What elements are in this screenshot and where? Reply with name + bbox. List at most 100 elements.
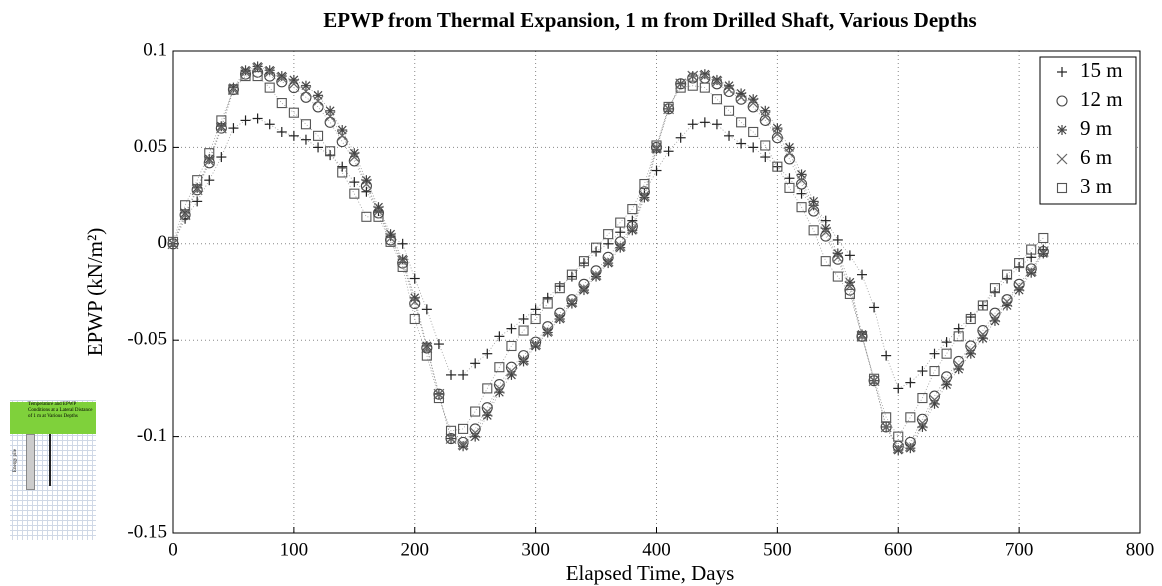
inset-pile — [26, 434, 35, 490]
marker-stroke — [1014, 285, 1024, 295]
marker — [808, 225, 819, 236]
marker-stroke — [482, 410, 492, 420]
marker — [1025, 265, 1037, 277]
marker-shape — [494, 362, 505, 373]
marker — [808, 201, 820, 213]
marker-stroke — [1057, 125, 1067, 135]
marker — [711, 76, 723, 88]
marker-stroke — [771, 128, 783, 140]
marker-stroke — [675, 78, 687, 90]
marker-shape — [167, 236, 179, 247]
marker — [723, 84, 735, 95]
marker — [373, 211, 384, 222]
marker — [325, 146, 336, 157]
y-axis-label: EPWP (kN/m²) — [83, 228, 107, 357]
marker — [784, 173, 795, 184]
marker — [167, 236, 179, 247]
marker — [687, 80, 698, 91]
marker-stroke — [699, 70, 711, 82]
marker-stroke — [917, 417, 928, 429]
marker-shape — [929, 365, 940, 377]
marker — [675, 82, 686, 93]
marker — [868, 375, 880, 387]
marker — [687, 70, 699, 82]
marker — [663, 146, 674, 157]
marker-stroke — [374, 202, 383, 212]
marker — [276, 72, 288, 84]
marker — [699, 70, 711, 82]
marker — [349, 177, 360, 188]
marker — [965, 313, 976, 325]
marker-stroke — [602, 255, 614, 267]
marker-stroke — [735, 91, 747, 103]
marker-shape — [796, 202, 807, 213]
marker — [578, 282, 590, 294]
legend-label: 15 m — [1080, 58, 1123, 82]
marker — [929, 394, 940, 406]
marker-shape — [312, 101, 324, 113]
marker-stroke — [543, 328, 553, 337]
marker-shape — [421, 350, 432, 361]
marker — [760, 140, 771, 151]
marker — [893, 445, 904, 456]
marker — [772, 161, 783, 172]
marker — [1038, 248, 1049, 259]
marker-shape — [869, 373, 880, 384]
marker — [373, 205, 384, 217]
y-tick-label: -0.15 — [127, 521, 167, 542]
marker — [699, 117, 710, 128]
marker-stroke — [759, 111, 771, 122]
marker — [397, 255, 409, 267]
marker-stroke — [652, 144, 661, 154]
marker-stroke — [566, 296, 578, 308]
marker-stroke — [638, 190, 650, 202]
marker — [905, 443, 916, 454]
marker — [760, 152, 771, 163]
marker-stroke — [1002, 301, 1012, 310]
marker — [458, 441, 469, 452]
marker-stroke — [747, 97, 759, 109]
marker — [929, 365, 940, 377]
marker — [735, 91, 747, 103]
marker — [699, 69, 710, 80]
marker — [252, 71, 263, 82]
marker-stroke — [615, 243, 625, 253]
marker — [530, 304, 541, 315]
marker — [542, 292, 553, 303]
marker — [361, 211, 372, 222]
marker — [397, 238, 408, 249]
marker — [481, 406, 493, 417]
marker-shape — [603, 229, 614, 240]
y-tick-label: -0.05 — [127, 329, 167, 350]
marker — [614, 240, 626, 252]
marker-shape — [783, 153, 796, 165]
marker — [276, 71, 287, 82]
marker-stroke — [1013, 280, 1025, 292]
marker — [1001, 269, 1013, 280]
marker-shape — [1026, 244, 1037, 255]
marker — [300, 134, 311, 145]
marker — [965, 312, 976, 323]
marker — [977, 300, 988, 311]
marker-shape — [627, 204, 638, 215]
marker — [917, 417, 928, 429]
marker — [869, 302, 880, 313]
marker — [747, 97, 759, 109]
marker-stroke — [954, 364, 964, 374]
marker — [820, 226, 832, 238]
marker-shape — [385, 236, 396, 247]
marker-stroke — [724, 81, 734, 91]
marker — [820, 256, 831, 267]
marker-stroke — [918, 422, 927, 432]
marker — [869, 373, 880, 384]
marker-stroke — [253, 61, 263, 71]
marker — [881, 412, 892, 423]
marker-stroke — [542, 325, 554, 336]
marker-stroke — [506, 365, 517, 377]
marker-stroke — [820, 226, 832, 238]
marker-shape — [820, 256, 831, 267]
marker-stroke — [578, 282, 590, 294]
marker-stroke — [361, 175, 371, 185]
marker-stroke — [808, 201, 820, 213]
